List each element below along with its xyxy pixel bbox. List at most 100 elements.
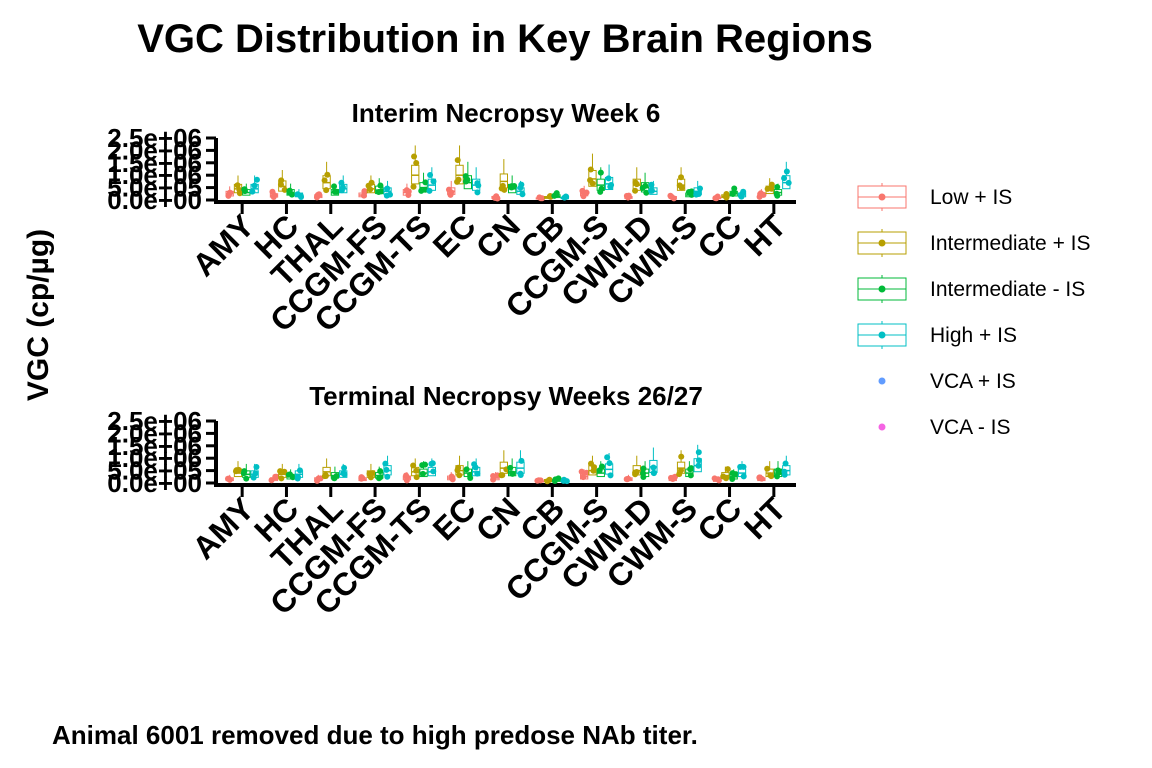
panel-title: Terminal Necropsy Weeks 26/27 [309,381,703,411]
data-point [775,467,782,474]
data-point [321,177,328,184]
box-CN-high-is [516,450,525,478]
box-CCGM-TS-intermediate-is [419,461,429,478]
data-point [650,470,657,477]
data-point [455,464,462,471]
data-point [430,178,437,185]
box-AMY-low-is [224,474,234,483]
data-point [341,471,348,478]
data-point [697,185,704,192]
data-point [333,188,340,195]
data-point [598,185,605,192]
box-CN-low-is [491,193,501,202]
data-point [774,473,781,480]
data-point [403,187,410,194]
box-CCGM-TS-low-is [402,472,412,484]
data-point [732,471,739,478]
data-point [517,471,524,478]
box-HC-intermediate-is [277,463,288,482]
data-point [625,192,632,199]
box-CWM-D-intermediate-is [632,455,641,478]
data-point [562,193,569,200]
box-THAL-low-is [313,191,323,201]
box-CC-low-is [711,475,722,484]
data-point [642,182,649,189]
box-THAL-intermediate-is [330,183,340,196]
data-point [633,469,640,476]
box-CWM-D-low-is [623,474,633,483]
box-CCGM-S-intermediate-is [587,153,597,187]
box-CCGM-FS-intermediate-is [365,175,376,194]
panels: Interim Necropsy Week 60.0e+005.0e+051.0… [107,98,796,622]
box-CCGM-S-high-is [604,452,614,479]
box-CWM-D-intermediate-is [639,172,650,196]
box-CCGM-TS-low-is [402,183,412,198]
data-point [711,475,718,482]
legend-label: Low + IS [930,186,1012,209]
box-CWM-S-low-is [668,473,679,483]
box-CB-high-is [560,193,570,201]
legend-key-point [878,285,886,293]
data-point [377,182,384,189]
legend-key-point [878,331,886,339]
box-CWM-D-intermediate-is [632,167,641,194]
box-CWM-S-intermediate-is [676,167,686,191]
box-CWM-D-high-is [648,180,658,195]
data-point [281,186,288,193]
data-point [624,476,631,483]
legend-key-point [878,377,886,385]
legend-item: Low + IS [857,183,1012,211]
box-CCGM-S-low-is [578,468,590,481]
data-point [241,468,248,475]
x-tick-label: AMY [185,490,261,566]
box-AMY-intermediate-is [233,175,243,197]
data-point [333,473,340,480]
data-point [552,476,559,483]
data-point [243,475,250,482]
box-EC-intermediate-is [463,461,474,481]
legend-label: High + IS [930,324,1017,347]
box-CCGM-FS-low-is [358,188,368,199]
data-point [410,462,417,469]
data-point [687,472,694,479]
data-point [294,191,301,198]
box-HC-intermediate-is [277,169,288,193]
legend-item: High + IS [857,321,1017,349]
data-point [474,189,481,196]
data-point [419,470,426,477]
y-tick-label: 1.5e+06 [107,148,202,178]
data-point [509,470,516,477]
data-point [587,177,594,184]
data-point [253,463,260,470]
data-point [508,183,515,190]
box-CWM-D-high-is [649,447,658,477]
data-point [579,187,586,194]
data-point [490,472,497,479]
box-THAL-intermediate-is [321,458,331,480]
data-point [359,474,366,481]
data-point [782,460,789,467]
box-HT-low-is [756,189,767,200]
data-point [785,179,792,186]
data-point [580,474,587,481]
box-EC-intermediate-is [454,455,464,479]
data-point [640,465,647,472]
data-point [271,192,278,199]
data-point [252,470,259,477]
data-point [695,462,702,469]
data-point [648,187,655,194]
data-point [277,181,284,188]
y-tick-label: 5.0e+05 [107,173,202,203]
data-point [383,466,390,473]
data-point [507,464,514,471]
box-CC-low-is [712,193,722,202]
box-CCGM-FS-high-is [382,455,392,480]
data-point [774,184,781,191]
chart-title: VGC Distribution in Key Brain Regions [137,17,873,61]
box-CB-intermediate-is [544,476,553,485]
data-point [605,175,612,182]
data-point [678,174,685,181]
legend: Low + IS Intermediate + IS Intermediate - … [857,183,1091,439]
data-point [650,464,657,471]
data-point [599,463,606,470]
